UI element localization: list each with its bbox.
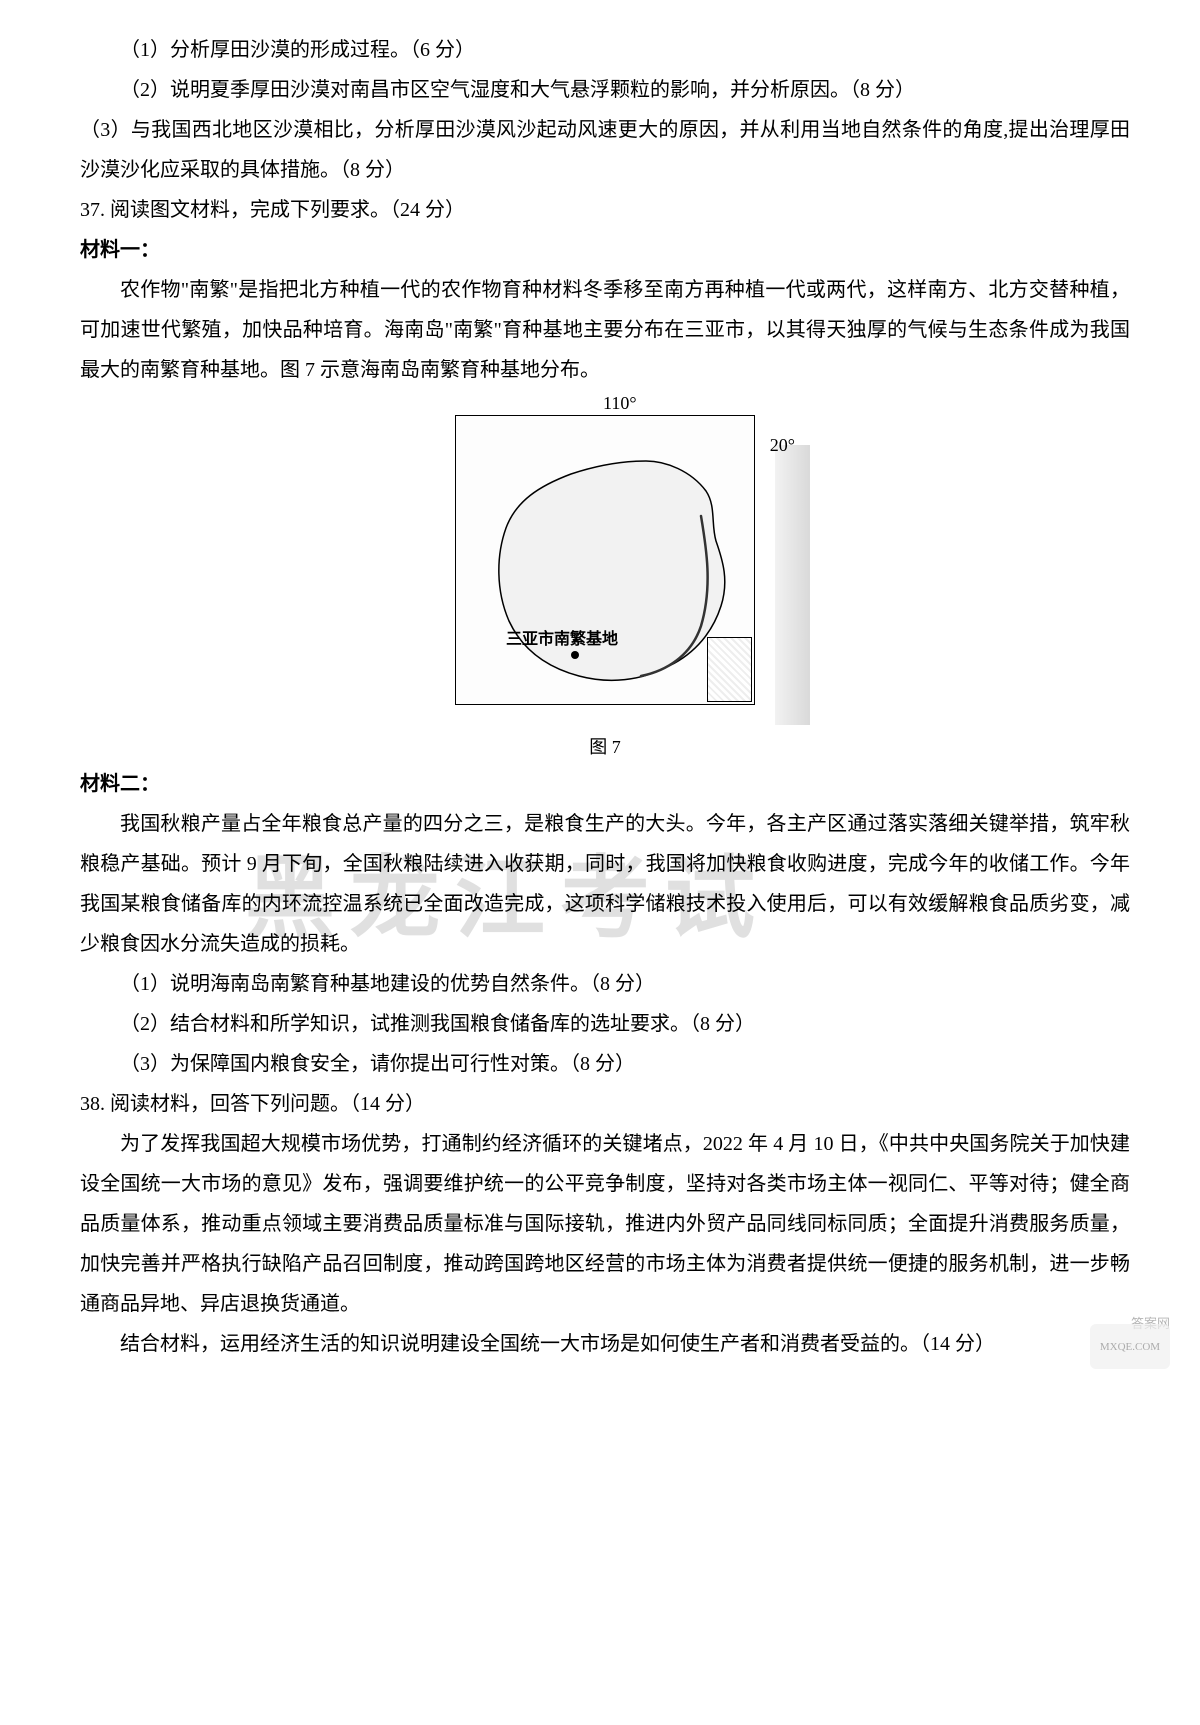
q37-material1-title: 材料一：	[80, 230, 1130, 270]
hainan-island-outline	[491, 456, 741, 696]
longitude-label: 110°	[603, 393, 637, 414]
q38-para1: 为了发挥我国超大规模市场优势，打通制约经济循环的关键堵点，2022 年 4 月 …	[80, 1124, 1130, 1324]
q37-material2-title: 材料二：	[80, 764, 1130, 804]
inset-frame	[707, 637, 752, 702]
q37-sub2: （2）结合材料和所学知识，试推测我国粮食储备库的选址要求。（8 分）	[80, 1004, 1130, 1044]
figure-7-caption: 图 7	[589, 733, 621, 759]
sanya-base-label: 三亚市南繁基地	[506, 625, 618, 649]
q37-material2-para: 我国秋粮产量占全年粮食总产量的四分之三，是粮食生产的大头。今年，各主产区通过落实…	[80, 804, 1130, 964]
q37-title: 37. 阅读图文材料，完成下列要求。（24 分）	[80, 190, 1130, 230]
q37-material1-para: 农作物"南繁"是指把北方种植一代的农作物育种材料冬季移至南方再种植一代或两代，这…	[80, 270, 1130, 390]
decoration-shadow-right	[775, 445, 810, 725]
q37-sub3: （3）为保障国内粮食安全，请你提出可行性对策。（8 分）	[80, 1044, 1130, 1084]
q37-sub1: （1）说明海南岛南繁育种基地建设的优势自然条件。（8 分）	[80, 964, 1130, 1004]
q38-title: 38. 阅读材料，回答下列问题。（14 分）	[80, 1084, 1130, 1124]
q36-sub2: （2）说明夏季厚田沙漠对南昌市区空气湿度和大气悬浮颗粒的影响，并分析原因。（8 …	[80, 70, 1130, 110]
q36-sub1: （1）分析厚田沙漠的形成过程。（6 分）	[80, 30, 1130, 70]
q36-sub3: （3）与我国西北地区沙漠相比，分析厚田沙漠风沙起动风速更大的原因，并从利用当地自…	[80, 110, 1130, 190]
corner-badge: MXQE.COM	[1090, 1324, 1170, 1369]
q38-para2: 结合材料，运用经济生活的知识说明建设全国统一大市场是如何使生产者和消费者受益的。…	[80, 1324, 1130, 1364]
sanya-base-dot	[571, 651, 579, 659]
figure-7-container: 110° 20° 三亚市南繁基地 图 7	[80, 395, 1130, 759]
figure-7-map: 110° 20° 三亚市南繁基地	[435, 395, 775, 725]
map-frame: 三亚市南繁基地	[455, 415, 755, 705]
